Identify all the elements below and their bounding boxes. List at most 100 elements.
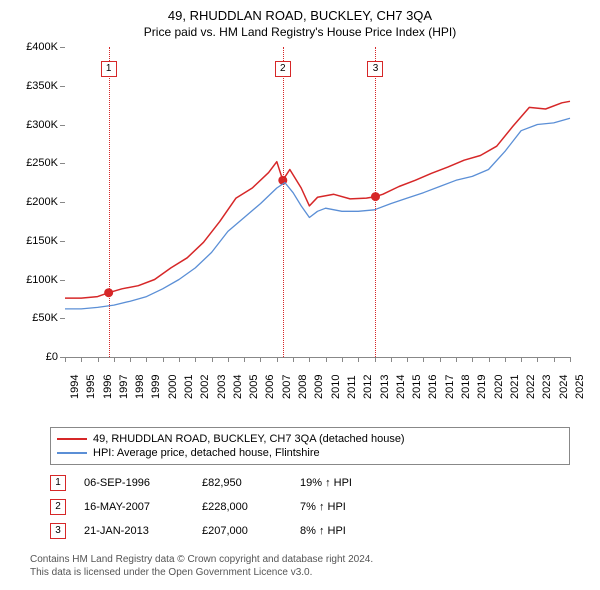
x-tick — [65, 357, 66, 362]
transaction-date: 16-MAY-2007 — [84, 501, 184, 513]
x-tick-label: 2009 — [313, 375, 325, 399]
x-tick-label: 2011 — [346, 375, 358, 399]
transaction-price: £228,000 — [202, 501, 282, 513]
x-tick — [537, 357, 538, 362]
transaction-row: 106-SEP-1996£82,95019% ↑ HPI — [50, 471, 570, 495]
footer-line-2: This data is licensed under the Open Gov… — [30, 566, 570, 579]
chart-area: £0£50K£100K£150K£200K£250K£300K£350K£400… — [20, 43, 580, 423]
x-tick-label: 2024 — [558, 375, 570, 399]
x-tick-label: 2007 — [281, 375, 293, 399]
legend-swatch — [57, 438, 87, 440]
x-tick-label: 2019 — [476, 375, 488, 399]
x-tick — [472, 357, 473, 362]
y-tick-label: £100K — [20, 274, 58, 286]
x-tick — [244, 357, 245, 362]
x-tick — [212, 357, 213, 362]
transaction-price: £82,950 — [202, 477, 282, 489]
footer-line-1: Contains HM Land Registry data © Crown c… — [30, 553, 570, 566]
x-tick-label: 2005 — [248, 375, 260, 399]
x-tick — [114, 357, 115, 362]
x-tick — [489, 357, 490, 362]
x-tick-label: 2017 — [444, 375, 456, 399]
x-tick-label: 2004 — [232, 375, 244, 399]
transaction-row: 3 21-JAN-2013 £207,000 8% ↑ HPI — [50, 519, 570, 543]
x-tick — [228, 357, 229, 362]
x-tick-label: 2013 — [379, 375, 391, 399]
y-tick — [60, 47, 65, 48]
chart-svg — [65, 47, 570, 357]
transaction-marker: 2 — [275, 61, 291, 77]
y-tick — [60, 202, 65, 203]
legend-item: 49, RHUDDLAN ROAD, BUCKLEY, CH7 3QA (det… — [57, 432, 563, 446]
y-tick — [60, 163, 65, 164]
transaction-date: 21-JAN-2013 — [84, 525, 184, 537]
x-tick-label: 1995 — [85, 375, 97, 399]
y-tick-label: £300K — [20, 119, 58, 131]
x-tick — [81, 357, 82, 362]
y-tick-label: £250K — [20, 157, 58, 169]
x-tick — [554, 357, 555, 362]
y-tick-label: £50K — [20, 312, 58, 324]
legend-label: HPI: Average price, detached house, Flin… — [93, 447, 320, 459]
x-tick — [342, 357, 343, 362]
x-tick — [293, 357, 294, 362]
transaction-delta: 7% ↑ HPI — [300, 501, 400, 513]
x-tick-label: 2012 — [362, 375, 374, 399]
x-tick-label: 2023 — [541, 375, 553, 399]
legend-label: 49, RHUDDLAN ROAD, BUCKLEY, CH7 3QA (det… — [93, 433, 405, 445]
x-tick — [98, 357, 99, 362]
y-tick-label: £150K — [20, 235, 58, 247]
attribution-footer: Contains HM Land Registry data © Crown c… — [30, 553, 570, 579]
x-tick — [456, 357, 457, 362]
x-tick — [309, 357, 310, 362]
y-tick — [60, 241, 65, 242]
x-tick-label: 2001 — [183, 375, 195, 399]
x-tick — [277, 357, 278, 362]
y-tick-label: £400K — [20, 41, 58, 53]
x-tick — [195, 357, 196, 362]
x-tick-label: 2021 — [509, 375, 521, 399]
transaction-delta: 8% ↑ HPI — [300, 525, 400, 537]
y-tick — [60, 125, 65, 126]
y-tick — [60, 318, 65, 319]
x-tick — [326, 357, 327, 362]
y-tick — [60, 86, 65, 87]
transactions-table: 106-SEP-1996£82,95019% ↑ HPI216-MAY-2007… — [50, 471, 570, 543]
y-tick-label: £200K — [20, 196, 58, 208]
legend-swatch — [57, 452, 87, 454]
x-tick-label: 2018 — [460, 375, 472, 399]
x-tick-label: 2020 — [493, 375, 505, 399]
x-tick — [375, 357, 376, 362]
transaction-marker: 1 — [101, 61, 117, 77]
x-tick-label: 2010 — [330, 375, 342, 399]
x-tick-label: 2008 — [297, 375, 309, 399]
x-tick-label: 2000 — [167, 375, 179, 399]
x-tick-label: 1999 — [150, 375, 162, 399]
transaction-delta: 19% ↑ HPI — [300, 477, 400, 489]
x-tick — [130, 357, 131, 362]
x-tick-label: 1996 — [102, 375, 114, 399]
x-tick-label: 1997 — [118, 375, 130, 399]
y-tick — [60, 280, 65, 281]
x-tick-label: 2015 — [411, 375, 423, 399]
x-tick-label: 2006 — [264, 375, 276, 399]
x-tick — [407, 357, 408, 362]
x-tick — [505, 357, 506, 362]
y-tick-label: £350K — [20, 80, 58, 92]
x-tick-label: 2002 — [199, 375, 211, 399]
transaction-badge: 3 — [50, 523, 66, 539]
x-tick-label: 1998 — [134, 375, 146, 399]
x-tick-label: 1994 — [69, 375, 81, 399]
x-tick-label: 2025 — [574, 375, 586, 399]
chart-title: 49, RHUDDLAN ROAD, BUCKLEY, CH7 3QA — [0, 0, 600, 23]
transaction-vline — [375, 47, 376, 357]
transaction-price: £207,000 — [202, 525, 282, 537]
transaction-vline — [109, 47, 110, 357]
series-line — [65, 101, 570, 298]
x-tick — [570, 357, 571, 362]
x-tick-label: 2016 — [427, 375, 439, 399]
x-tick — [358, 357, 359, 362]
transaction-badge: 2 — [50, 499, 66, 515]
chart-subtitle: Price paid vs. HM Land Registry's House … — [0, 23, 600, 43]
x-tick-label: 2022 — [525, 375, 537, 399]
